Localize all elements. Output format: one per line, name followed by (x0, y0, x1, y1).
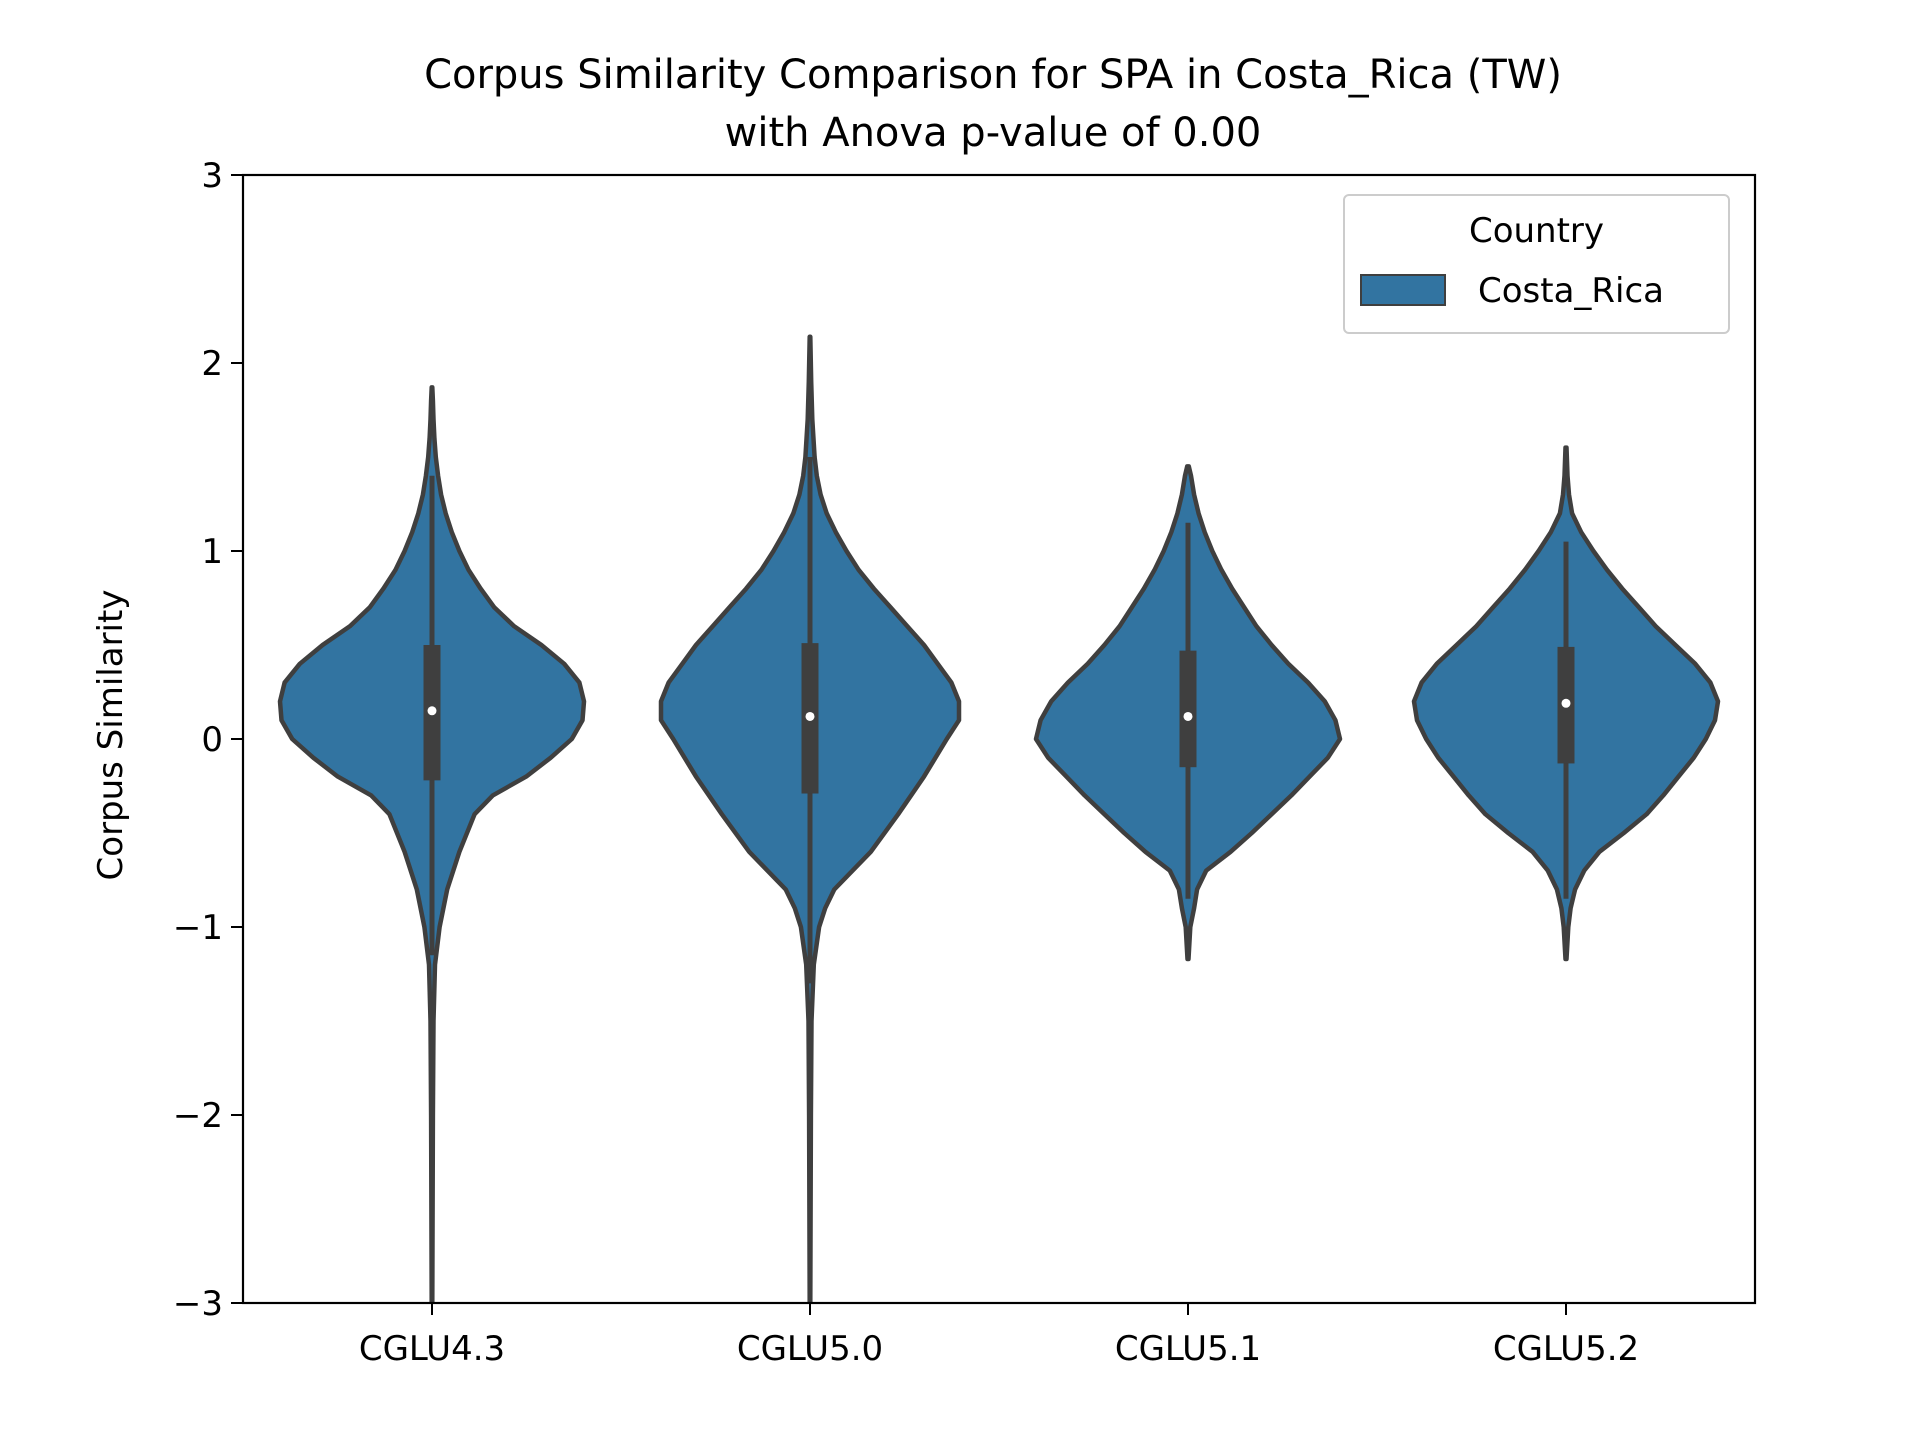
iqr-box-cglu5-1 (1179, 650, 1197, 768)
y-tick-label: 3 (201, 156, 223, 196)
legend-title: Country (1469, 211, 1604, 251)
chart-title-line-1: Corpus Similarity Comparison for SPA in … (424, 52, 1562, 98)
x-tick-label: CGLU4.3 (359, 1329, 505, 1369)
x-tick-label: CGLU5.2 (1493, 1329, 1639, 1369)
y-tick-label: 0 (201, 720, 223, 760)
y-axis-label: Corpus Similarity (91, 590, 131, 881)
y-tick-label: 1 (201, 532, 223, 572)
median-dot-cglu5-1 (1183, 711, 1193, 721)
median-dot-cglu4-3 (427, 706, 437, 716)
median-dot-cglu5-2 (1561, 698, 1571, 708)
violins-group (277, 334, 1721, 1303)
median-dot-cglu5-0 (805, 711, 815, 721)
x-tick-label: CGLU5.1 (1115, 1329, 1261, 1369)
y-tick-label: −2 (173, 1096, 223, 1136)
legend-swatch (1360, 274, 1446, 306)
y-tick-label: 2 (201, 344, 223, 384)
y-tick-label: −1 (173, 908, 223, 948)
chart-title-line-2: with Anova p-value of 0.00 (725, 110, 1262, 156)
legend-entry-label: Costa_Rica (1478, 271, 1664, 311)
x-tick-label: CGLU5.0 (737, 1329, 883, 1369)
y-tick-label: −3 (173, 1284, 223, 1324)
